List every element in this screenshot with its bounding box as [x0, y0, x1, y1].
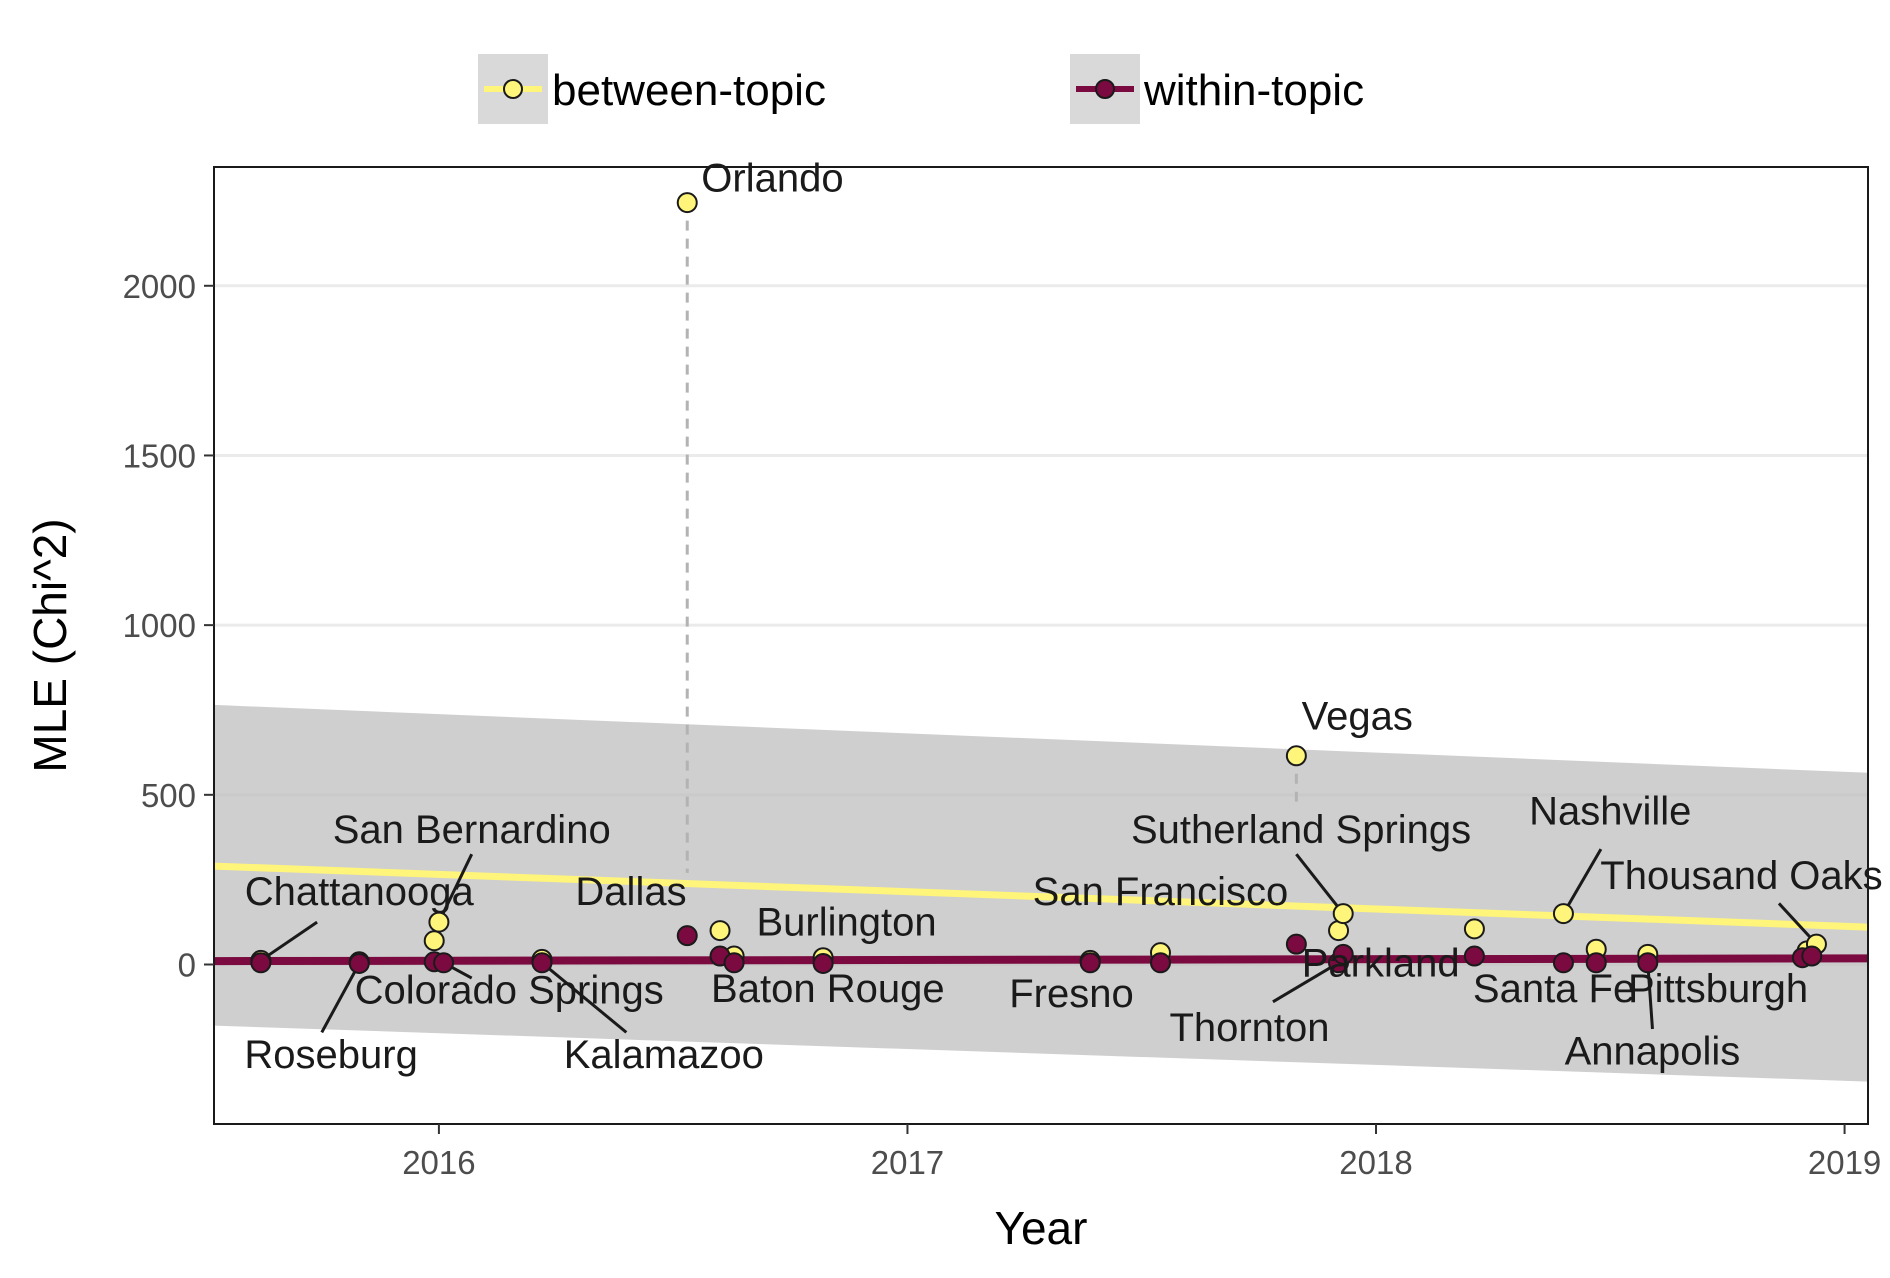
- within-topic-point-5: [676, 925, 698, 947]
- point-label-3: Chattanooga: [245, 870, 475, 914]
- between-topic-point-14: [1463, 918, 1485, 940]
- label-connector-12: [541, 961, 628, 1034]
- within-topic-point-10: [1149, 952, 1171, 974]
- legend-label-between-topic: between-topic: [552, 66, 826, 115]
- point-label-7: Sutherland Springs: [1131, 808, 1471, 852]
- y-axis-title: MLE (Chi^2): [24, 518, 76, 772]
- within-topic-points: [250, 925, 1823, 974]
- within-topic-point-19: [1801, 945, 1823, 967]
- point-label-19: Annapolis: [1565, 1030, 1741, 1074]
- within-topic-point-11: [1285, 933, 1307, 955]
- within-topic-point-13: [1332, 943, 1354, 965]
- between-topic-point-5: [676, 192, 698, 214]
- point-label-14: Fresno: [1009, 972, 1134, 1016]
- point-label-10: Colorado Springs: [355, 969, 664, 1013]
- point-labels: Orlando Vegas San Bernardino Chattanooga Dal…: [244, 156, 1882, 1077]
- within-topic-point-15: [1552, 952, 1574, 974]
- legend-point-between-topic: [503, 79, 523, 99]
- point-label-2: San Bernardino: [333, 808, 611, 852]
- between-topic-point-3: [428, 911, 450, 933]
- between-topic-point-15: [1552, 903, 1574, 925]
- label-connector-8: [1562, 848, 1603, 915]
- between-topic-point-12: [1328, 920, 1350, 942]
- point-label-18: Pittsburgh: [1628, 967, 1808, 1011]
- point-label-4: Dallas: [575, 870, 686, 914]
- within-topic-point-14: [1463, 945, 1485, 967]
- point-label-15: Parkland: [1302, 941, 1460, 985]
- x-tick-label-2017: 2017: [871, 1144, 944, 1181]
- point-label-16: Thornton: [1169, 1006, 1329, 1050]
- plot-panel-border: [213, 166, 1869, 1125]
- y-tick-label-1000: 1000: [123, 607, 196, 644]
- x-axis: 2016 2017 2018 2019: [402, 1124, 1881, 1181]
- point-label-13: Baton Rouge: [711, 967, 945, 1011]
- x-tick-label-2016: 2016: [402, 1144, 475, 1181]
- legend-point-within-topic: [1095, 79, 1115, 99]
- point-label-17: Santa Fe: [1473, 967, 1635, 1011]
- label-connector-19: [1646, 962, 1654, 1030]
- y-tick-label-2000: 2000: [123, 268, 196, 305]
- y-tick-label-0: 0: [178, 947, 196, 984]
- y-tick-label-500: 500: [141, 777, 196, 814]
- legend: between-topic within-topic: [478, 54, 1364, 124]
- within-topic-point-0: [250, 952, 272, 974]
- within-topic-point-9: [1079, 952, 1101, 974]
- point-label-0: Orlando: [701, 156, 843, 200]
- y-axis: 0 500 1000 1500 2000: [123, 268, 214, 984]
- x-axis-title: Year: [995, 1202, 1088, 1254]
- within-topic-point-1: [348, 952, 370, 974]
- point-label-11: Roseburg: [244, 1033, 417, 1077]
- within-topic-point-8: [812, 952, 834, 974]
- between-topic-point-13: [1332, 903, 1354, 925]
- within-topic-point-16: [1585, 952, 1607, 974]
- label-connector-11: [320, 962, 361, 1034]
- label-connector-7: [1295, 853, 1345, 915]
- point-label-1: Vegas: [1302, 695, 1413, 739]
- within-topic-point-7: [723, 952, 745, 974]
- x-tick-label-2018: 2018: [1339, 1144, 1412, 1181]
- legend-label-within-topic: within-topic: [1143, 66, 1364, 115]
- trend-line-between-topic: [213, 862, 1869, 931]
- y-tick-label-1500: 1500: [123, 437, 196, 474]
- between-topic-point-11: [1285, 745, 1307, 767]
- between-topic-point-6: [709, 920, 731, 942]
- within-topic-point-17: [1637, 952, 1659, 974]
- x-tick-label-2019: 2019: [1808, 1144, 1881, 1181]
- label-connector-2: [437, 853, 474, 923]
- point-label-6: San Francisco: [1033, 870, 1289, 914]
- within-topic-point-4: [531, 952, 553, 974]
- trend-line-within-topic: [213, 954, 1869, 966]
- point-label-8: Nashville: [1529, 790, 1691, 834]
- point-label-12: Kalamazoo: [564, 1033, 764, 1077]
- point-label-5: Burlington: [756, 901, 936, 945]
- point-label-9: Thousand Oaks: [1600, 854, 1882, 898]
- within-topic-point-3: [433, 952, 455, 974]
- label-connector-3: [260, 920, 318, 962]
- label-connectors: [260, 848, 1818, 1034]
- between-topic-point-2: [423, 930, 445, 952]
- label-connector-16: [1272, 961, 1340, 1004]
